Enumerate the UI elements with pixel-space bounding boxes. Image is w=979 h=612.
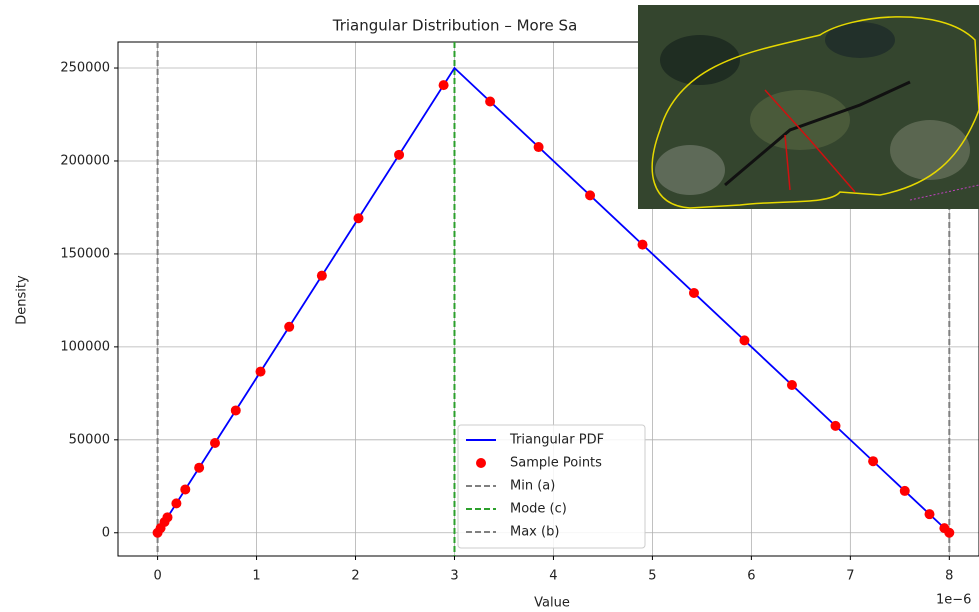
x-tick-label: 8 [945, 569, 953, 584]
y-tick-label: 50000 [69, 432, 110, 447]
sample-point [353, 213, 363, 223]
x-axis-label: Value [534, 596, 570, 611]
sample-point [868, 456, 878, 466]
legend: Triangular PDF Sample Points Min (a) Mode (… [458, 425, 645, 548]
sample-point [317, 271, 327, 281]
sample-point [194, 463, 204, 473]
sample-point [284, 322, 294, 332]
x-tick-label: 5 [648, 569, 656, 584]
x-tick-label: 7 [846, 569, 854, 584]
chart: Triangular Distribution – More Sa Value … [0, 0, 979, 612]
sample-point [534, 142, 544, 152]
legend-label: Triangular PDF [509, 433, 604, 448]
y-tick-label: 100000 [60, 339, 110, 354]
sample-point [638, 240, 648, 250]
sample-point [171, 498, 181, 508]
x-tick-label: 3 [450, 569, 458, 584]
sample-point [485, 96, 495, 106]
sample-point [439, 80, 449, 90]
x-tick-label: 4 [549, 569, 557, 584]
sample-point [210, 438, 220, 448]
y-axis-label: Density [15, 275, 30, 325]
y-tick-label: 200000 [60, 153, 110, 168]
sample-point [162, 512, 172, 522]
sample-point [900, 486, 910, 496]
sample-point [689, 288, 699, 298]
x-tick-label: 1 [252, 569, 260, 584]
legend-label: Max (b) [510, 525, 559, 540]
legend-marker [476, 458, 486, 468]
sample-point [256, 367, 266, 377]
y-tick-label: 150000 [60, 246, 110, 261]
legend-label: Mode (c) [510, 502, 567, 517]
sample-point [180, 484, 190, 494]
image-field [750, 90, 850, 150]
sample-point [739, 335, 749, 345]
x-tick-label: 0 [153, 569, 161, 584]
page: {"chart_data": {"type": "line", "title":… [0, 0, 979, 612]
legend-label: Min (a) [510, 479, 555, 494]
sample-point [831, 421, 841, 431]
sample-point [787, 380, 797, 390]
legend-label: Sample Points [510, 456, 602, 471]
chart-title: Triangular Distribution – More Sa [332, 17, 578, 35]
y-tick-label: 250000 [60, 61, 110, 76]
x-offset-label: 1e−6 [936, 593, 971, 608]
sample-point [231, 405, 241, 415]
sample-point [394, 150, 404, 160]
y-tick-label: 0 [102, 525, 110, 540]
sample-point [944, 528, 954, 538]
sample-point [585, 190, 595, 200]
x-tick-label: 2 [351, 569, 359, 584]
image-town [655, 145, 725, 195]
x-tick-label: 6 [747, 569, 755, 584]
sample-point [925, 509, 935, 519]
satellite-image [638, 5, 979, 209]
